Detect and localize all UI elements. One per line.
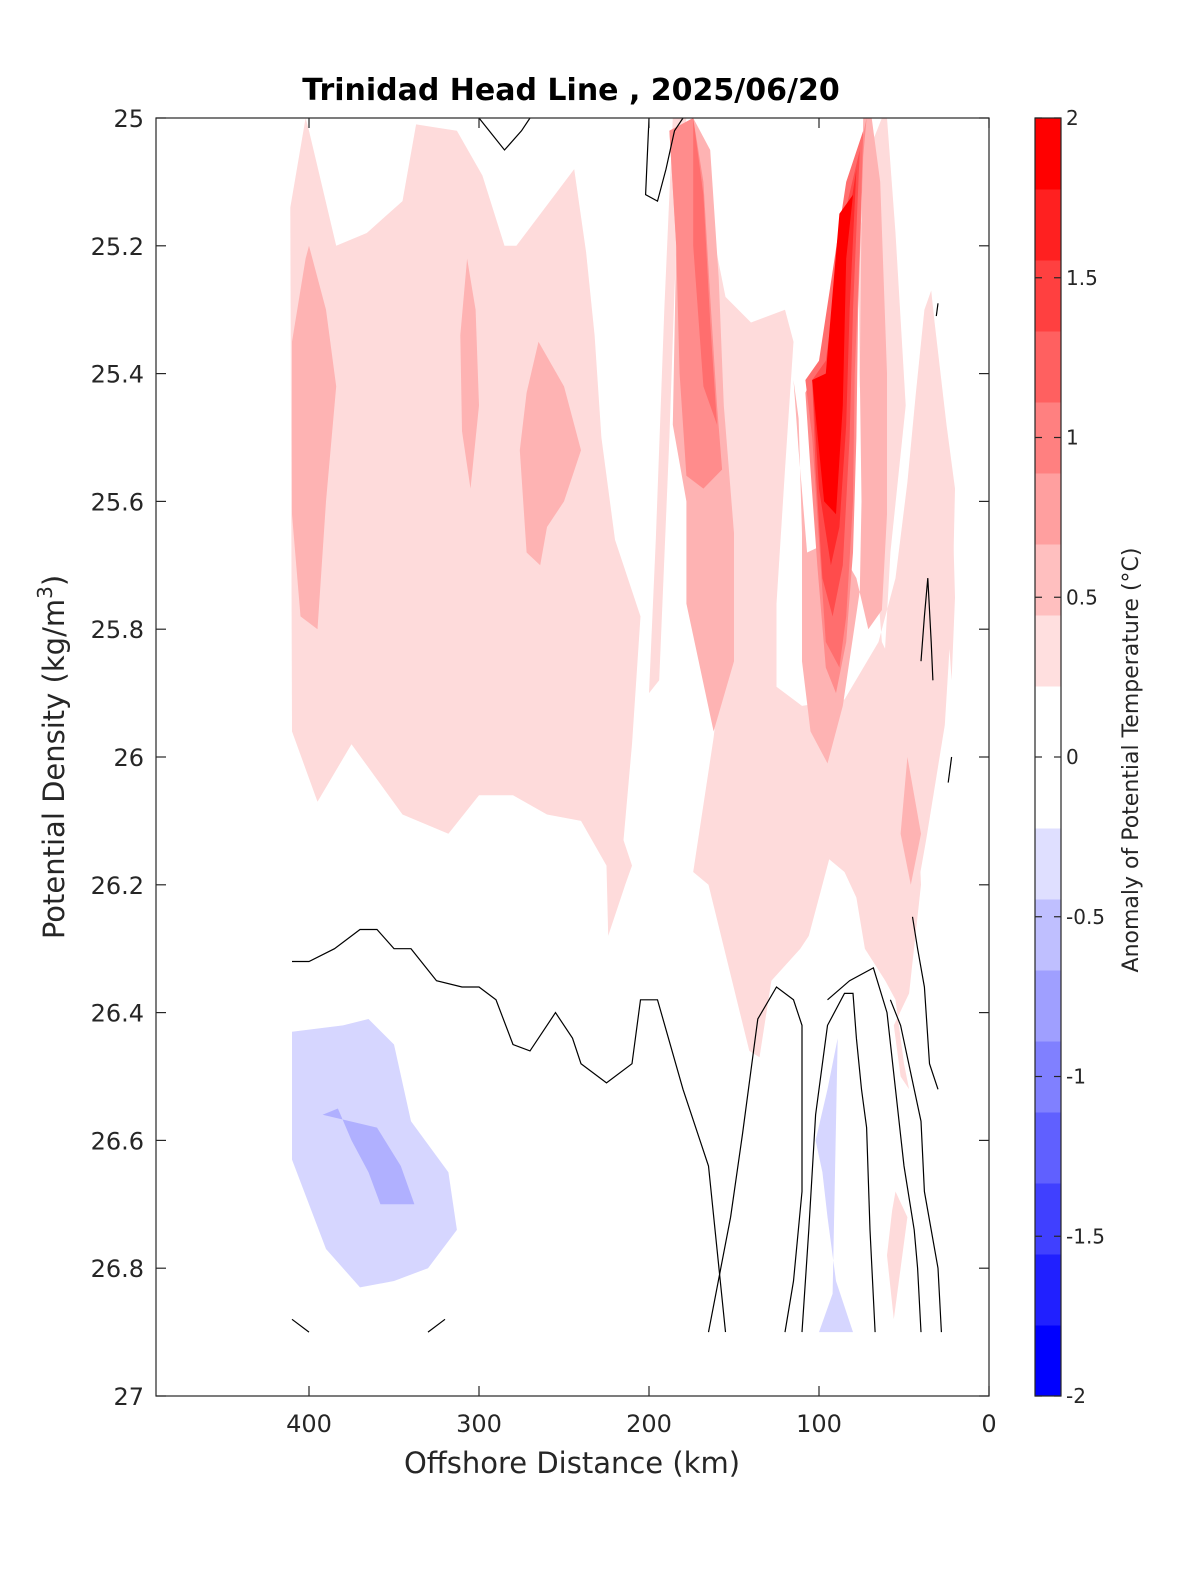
y-axis-label-close: ): [37, 575, 71, 586]
zero-contour-line: [889, 999, 942, 1333]
y-tick-label: 26.8: [91, 1255, 144, 1283]
y-tick-label: 27: [113, 1383, 144, 1411]
colorbar-segment: [1035, 118, 1061, 190]
contour-fill-region: [815, 1038, 853, 1333]
colorbar-segment: [1035, 1325, 1061, 1397]
x-tick-label: 400: [286, 1410, 332, 1438]
contour-fill-region: [793, 118, 887, 764]
colorbar-tick-label: 0: [1066, 745, 1079, 769]
colorbar-tick-label: 2: [1066, 106, 1079, 130]
y-tick-label: 25.8: [91, 616, 144, 644]
colorbar: -2 -1.5 -1 -0.5 0 0.5 1 1.5 2: [1034, 106, 1105, 1408]
contour-fill-region: [931, 450, 955, 681]
contour-fill-region: [649, 118, 687, 694]
y-axis-label-superscript: 3: [33, 586, 57, 599]
colorbar-segment: [1035, 473, 1061, 545]
contour-fill-region: [900, 757, 921, 885]
x-tick-label: 100: [796, 1410, 842, 1438]
colorbar-segment: [1035, 1254, 1061, 1326]
plot-area: 400 300 200 100 0 25 25.2 25.4 25.6 25.8 26 26.2 26.…: [91, 105, 997, 1438]
colorbar-tick-label: -1.5: [1066, 1224, 1105, 1248]
colorbar-segment: [1035, 615, 1061, 687]
colorbar-tick-label: 1: [1066, 426, 1079, 450]
contour-fill-region: [519, 341, 581, 566]
y-tick-label: 25.2: [91, 233, 144, 261]
colorbar-segment: [1035, 899, 1061, 971]
zero-contour-line: [644, 118, 684, 202]
y-axis-label: Potential Density (kg/m3): [33, 575, 71, 939]
colorbar-segment: [1035, 260, 1061, 332]
y-tick-label: 26.4: [91, 1000, 144, 1028]
colorbar-tick-label: -2: [1066, 1384, 1086, 1408]
colorbar-segment: [1035, 1183, 1061, 1255]
y-tick-label: 25.4: [91, 361, 144, 389]
zero-contour-line: [935, 303, 939, 317]
zero-contour-line: [920, 578, 934, 681]
contour-fill-region: [322, 1108, 415, 1205]
colorbar-segment: [1035, 686, 1061, 758]
colorbar-segment: [1035, 1112, 1061, 1184]
y-tick-label: 26.2: [91, 872, 144, 900]
contour-fill-region: [693, 118, 717, 425]
zero-contour-line: [801, 992, 876, 1333]
x-axis-label: Offshore Distance (km): [404, 1446, 740, 1480]
y-tick-label: 25: [113, 105, 144, 133]
x-tick-label: 0: [981, 1410, 996, 1438]
contour-fill-region: [292, 245, 337, 630]
contour-fill-region: [290, 118, 641, 936]
x-tick-label: 200: [626, 1410, 672, 1438]
contour-fill-region: [887, 1191, 908, 1320]
y-tick-label: 25.6: [91, 488, 144, 516]
zero-contour-line: [478, 118, 531, 151]
colorbar-label: Anomaly of Potential Temperature (°C): [1119, 548, 1144, 973]
chart-title: Trinidad Head Line , 2025/06/20: [302, 73, 839, 108]
zero-contour-line: [291, 1318, 310, 1333]
colorbar-segment: [1035, 331, 1061, 403]
y-tick-label: 26: [113, 744, 144, 772]
colorbar-segment: [1035, 757, 1061, 829]
colorbar-tick-label: -0.5: [1066, 905, 1105, 929]
colorbar-segment: [1035, 828, 1061, 900]
colorbar-tick-label: 1.5: [1066, 266, 1098, 290]
y-tick-label: 26.6: [91, 1127, 144, 1155]
zero-contour-line: [292, 928, 727, 1333]
zero-contour-line: [911, 916, 939, 1090]
contour-fill-region: [460, 258, 479, 489]
contour-fill-region: [812, 194, 853, 515]
zero-contour-line: [707, 986, 803, 1333]
colorbar-tick-label: 0.5: [1066, 585, 1098, 609]
colorbar-segment: [1035, 970, 1061, 1042]
zero-contour-line: [427, 1318, 446, 1333]
colorbar-tick-label: -1: [1066, 1065, 1086, 1089]
x-tick-label: 300: [456, 1410, 502, 1438]
zero-contour-line: [947, 756, 953, 783]
y-axis-label-main: Potential Density (kg/m: [37, 599, 71, 939]
colorbar-segment: [1035, 189, 1061, 261]
colorbar-segment: [1035, 544, 1061, 616]
zero-contour-line: [827, 967, 922, 1333]
